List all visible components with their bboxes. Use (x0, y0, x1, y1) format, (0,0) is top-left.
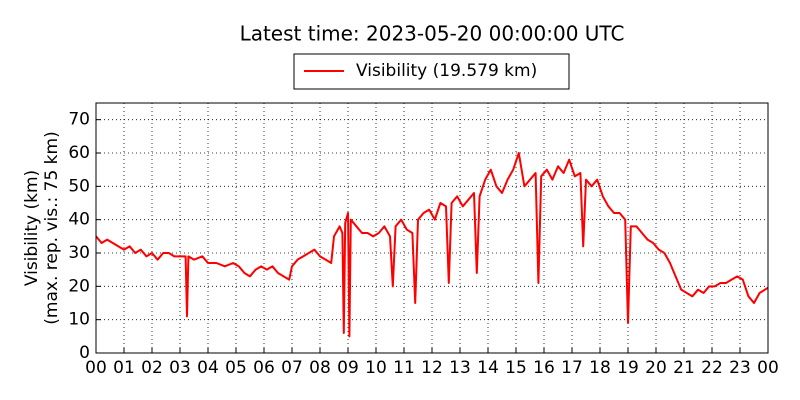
x-tick-label: 10 (365, 358, 387, 378)
x-tick-label: 07 (281, 358, 303, 378)
x-tick-label: 18 (589, 358, 611, 378)
x-tick-label: 13 (449, 358, 471, 378)
x-tick-label: 11 (393, 358, 415, 378)
data-line (95, 152, 769, 338)
x-tick-label: 04 (197, 358, 219, 378)
y-tick-label: 20 (68, 276, 90, 296)
x-tick-label: 03 (169, 358, 191, 378)
x-tick-label: 17 (561, 358, 583, 378)
x-tick-label: 19 (617, 358, 639, 378)
y-label-line: (max. rep. vis.: 75 km) (42, 131, 62, 324)
x-tick-label: 08 (309, 358, 331, 378)
y-tick-label: 10 (68, 310, 90, 330)
x-tick-label: 16 (533, 358, 555, 378)
x-tick-label: 05 (225, 358, 247, 378)
x-tick-label: 06 (253, 358, 275, 378)
y-tick-label: 30 (68, 243, 90, 263)
y-tick-label: 50 (68, 176, 90, 196)
legend-label: Visibility (19.579 km) (356, 61, 537, 81)
x-tick-label: 09 (337, 358, 359, 378)
x-tick-label: 12 (421, 358, 443, 378)
x-tick-label: 14 (477, 358, 499, 378)
x-tick-label: 00 (85, 358, 107, 378)
x-tick-label: 00 (757, 358, 779, 378)
y-tick-label: 40 (68, 210, 90, 230)
y-tick-label: 70 (68, 110, 90, 130)
chart-title: Latest time: 2023-05-20 00:00:00 UTC (240, 22, 625, 46)
x-tick-label: 15 (505, 358, 527, 378)
y-axis-label: Visibility (km) (max. rep. vis.: 75 km) (22, 131, 62, 324)
x-tick-label: 02 (141, 358, 163, 378)
plot-frame (95, 102, 769, 354)
x-tick-label: 01 (113, 358, 135, 378)
x-tick-label: 20 (645, 358, 667, 378)
y-label-line: Visibility (km) (22, 170, 42, 286)
x-tick-label: 21 (673, 358, 695, 378)
x-tick-label: 22 (701, 358, 723, 378)
x-tick-label: 23 (729, 358, 751, 378)
y-tick-label: 60 (68, 143, 90, 163)
y-tick-label: 0 (79, 343, 90, 363)
